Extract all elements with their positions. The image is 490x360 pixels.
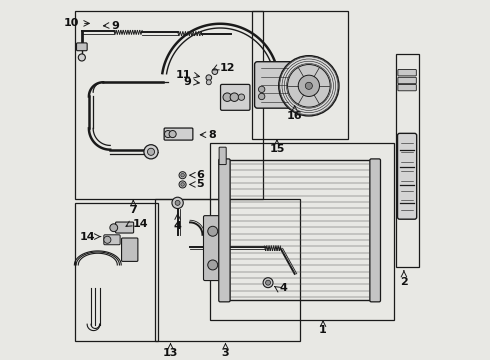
Circle shape (263, 278, 273, 288)
Circle shape (206, 80, 211, 85)
Text: 12: 12 (220, 63, 235, 73)
Circle shape (259, 93, 265, 100)
Text: 16: 16 (287, 111, 302, 121)
Circle shape (147, 148, 154, 156)
Bar (154, 199, 300, 341)
Circle shape (169, 131, 176, 138)
Bar (75, 203, 158, 341)
Circle shape (104, 236, 111, 243)
Circle shape (223, 93, 231, 102)
Circle shape (288, 64, 330, 107)
FancyBboxPatch shape (397, 133, 416, 219)
Circle shape (305, 82, 313, 89)
FancyBboxPatch shape (203, 216, 222, 280)
FancyBboxPatch shape (398, 84, 416, 91)
Text: 2: 2 (400, 277, 408, 287)
FancyBboxPatch shape (370, 159, 381, 302)
Circle shape (175, 201, 180, 205)
Circle shape (298, 75, 319, 96)
Circle shape (110, 224, 118, 231)
FancyBboxPatch shape (219, 159, 230, 302)
Circle shape (230, 93, 239, 102)
Text: 7: 7 (129, 204, 137, 215)
Text: 13: 13 (163, 348, 178, 357)
Circle shape (259, 86, 265, 93)
Text: 11: 11 (175, 70, 191, 80)
Text: 10: 10 (64, 18, 79, 28)
Circle shape (206, 75, 212, 81)
Circle shape (172, 197, 183, 208)
Bar (252, 11, 348, 139)
FancyBboxPatch shape (255, 62, 294, 108)
Circle shape (238, 94, 245, 100)
Circle shape (181, 183, 184, 186)
Circle shape (279, 56, 339, 116)
Circle shape (179, 181, 186, 188)
Text: 5: 5 (196, 179, 204, 189)
FancyBboxPatch shape (104, 235, 120, 245)
Text: 4: 4 (280, 283, 288, 293)
Text: 3: 3 (221, 348, 229, 357)
Bar (396, 54, 419, 267)
Circle shape (179, 172, 186, 179)
FancyBboxPatch shape (164, 128, 193, 140)
Text: 14: 14 (133, 219, 148, 229)
Bar (75, 11, 263, 199)
FancyBboxPatch shape (219, 147, 226, 165)
Text: 6: 6 (196, 170, 204, 180)
Bar (210, 143, 394, 320)
Circle shape (208, 226, 218, 236)
Text: 15: 15 (269, 144, 285, 154)
Text: 14: 14 (79, 231, 95, 242)
FancyBboxPatch shape (116, 222, 134, 233)
Circle shape (208, 260, 218, 270)
Text: 1: 1 (319, 325, 327, 335)
FancyBboxPatch shape (76, 43, 87, 51)
Text: 8: 8 (209, 130, 217, 140)
Text: 9: 9 (111, 21, 119, 31)
Bar (229, 160, 371, 301)
Text: 4: 4 (173, 221, 181, 231)
Circle shape (266, 280, 270, 285)
Circle shape (78, 54, 85, 61)
Circle shape (165, 131, 172, 138)
FancyBboxPatch shape (398, 69, 416, 76)
FancyBboxPatch shape (398, 77, 416, 84)
Circle shape (181, 174, 184, 177)
Circle shape (212, 69, 218, 75)
Circle shape (144, 145, 158, 159)
FancyBboxPatch shape (220, 84, 250, 110)
FancyBboxPatch shape (122, 238, 138, 261)
Text: 9: 9 (184, 77, 192, 87)
